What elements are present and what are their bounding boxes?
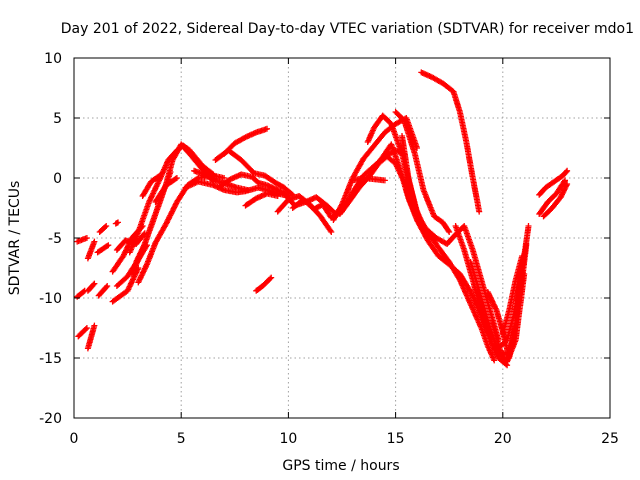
data-point — [80, 288, 87, 295]
data-point — [83, 235, 90, 241]
data-point — [244, 187, 251, 193]
data-point — [561, 186, 568, 193]
x-tick-label: 15 — [387, 431, 405, 447]
series-t11 — [109, 265, 142, 305]
data-point — [564, 167, 571, 174]
data-point — [139, 246, 146, 253]
y-tick-label: 5 — [53, 111, 62, 127]
series-t8 — [95, 283, 111, 299]
data-point — [563, 168, 570, 175]
data-point — [105, 242, 112, 249]
x-axis-label: GPS time / hours — [282, 458, 399, 474]
y-tick-label: -5 — [48, 231, 62, 247]
series-t6 — [84, 322, 98, 352]
series-t37 — [399, 133, 498, 364]
data-point — [490, 301, 497, 308]
data-point — [491, 357, 498, 364]
y-tick-label: 0 — [53, 171, 62, 187]
y-tick-label: 10 — [44, 51, 62, 67]
series-t10 — [112, 219, 121, 227]
series-t47 — [536, 167, 571, 198]
series-t19 — [139, 172, 163, 199]
data-point — [519, 253, 526, 259]
x-tick-label: 5 — [177, 431, 186, 447]
x-tick-label: 20 — [494, 431, 512, 447]
data-point — [221, 175, 228, 181]
data-point — [328, 229, 335, 235]
series-t7 — [94, 242, 112, 256]
y-tick-label: -10 — [39, 291, 62, 307]
data-point — [115, 219, 121, 226]
data-point — [558, 192, 565, 199]
series-t25 — [221, 125, 270, 157]
chart-title: Day 201 of 2022, Sidereal Day-to-day VTE… — [61, 21, 634, 37]
data-point — [381, 177, 388, 184]
series-t4 — [84, 238, 98, 262]
data-point — [83, 325, 90, 331]
axis-ticks: 0 5 10 15 20 25 -20 -15 -10 -5 0 5 10 — [39, 51, 619, 447]
data-point — [90, 281, 97, 288]
x-tick-label: 0 — [70, 431, 79, 447]
data-point — [103, 284, 110, 291]
data-point — [91, 280, 98, 287]
y-axis-label: SDTVAR / TECUs — [7, 181, 23, 296]
x-tick-label: 10 — [279, 431, 297, 447]
series-t5 — [84, 280, 98, 294]
data-point — [91, 322, 98, 329]
series-t20 — [152, 175, 180, 205]
series-t9 — [96, 223, 110, 235]
data-point — [446, 229, 453, 235]
data-point — [155, 173, 162, 180]
data-point — [173, 175, 180, 181]
x-tick-label: 25 — [601, 431, 619, 447]
data-point — [562, 177, 568, 184]
data-point — [172, 175, 179, 182]
data-point — [102, 224, 109, 230]
data-point — [104, 283, 111, 289]
data-point — [267, 275, 274, 282]
series-t40 — [452, 223, 511, 369]
data-point — [525, 223, 532, 229]
series-t2 — [74, 287, 88, 300]
series-t33 — [349, 175, 388, 184]
series-t46 — [499, 253, 526, 337]
data-point — [163, 220, 170, 227]
series-t45 — [497, 223, 532, 349]
series-t1 — [74, 235, 90, 245]
y-tick-label: -15 — [39, 351, 62, 367]
data-point — [103, 223, 110, 229]
series-t41 — [418, 69, 483, 215]
series-t26 — [242, 190, 281, 209]
series-t27 — [253, 274, 275, 294]
data-point — [137, 275, 144, 282]
data-point — [82, 326, 89, 333]
y-tick-label: -20 — [39, 411, 62, 427]
data-point — [327, 227, 334, 234]
data-point — [564, 181, 571, 187]
series-t49 — [540, 181, 571, 220]
data-point — [274, 193, 281, 199]
series-t23 — [216, 171, 292, 199]
data-point — [268, 274, 275, 281]
data-point — [156, 172, 163, 179]
series-t48 — [536, 177, 568, 217]
data-point — [264, 125, 270, 132]
data-point — [91, 238, 98, 245]
data-point — [445, 227, 452, 234]
plot-marks — [74, 69, 571, 369]
series-t36 — [392, 109, 453, 235]
data-point — [476, 208, 483, 215]
series-t3 — [75, 325, 90, 340]
data-point — [104, 243, 111, 249]
